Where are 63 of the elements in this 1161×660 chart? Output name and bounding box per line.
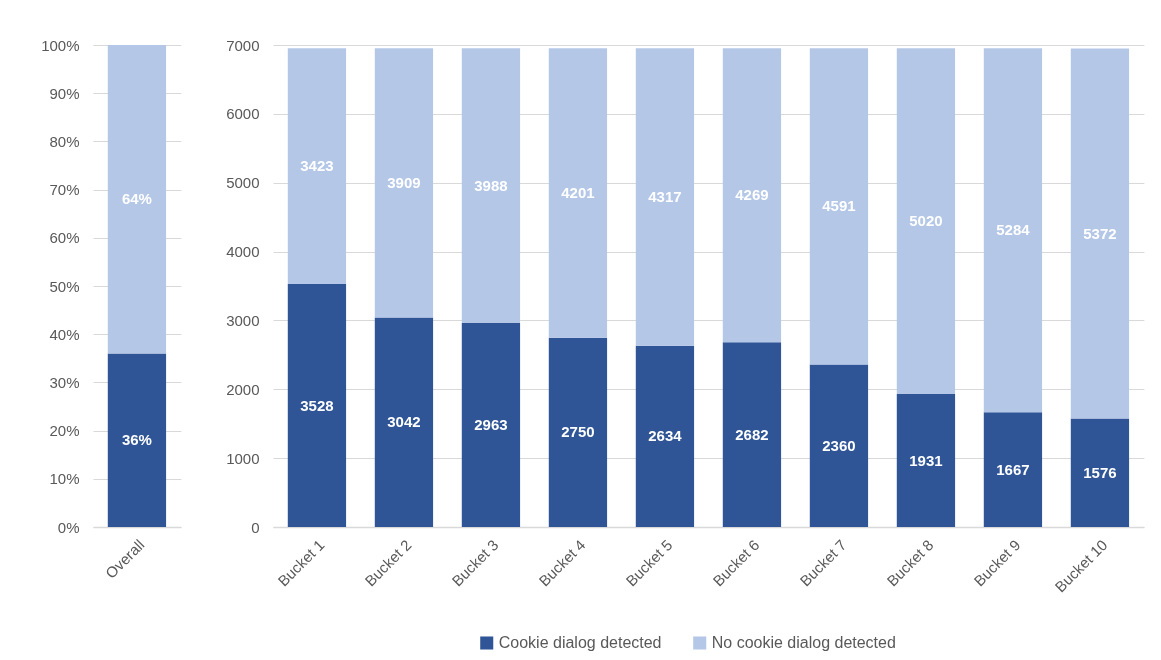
data-label: 36% [121,431,152,449]
bar [548,48,608,338]
y-tick-label: 100% [41,36,80,54]
y-tick-label: 6000 [226,105,260,123]
data-label: 5372 [1083,224,1117,242]
y-tick-label: 10% [49,470,80,488]
bar [809,364,869,527]
data-label: 2634 [648,427,683,445]
bar [1070,418,1130,527]
y-tick-label: 50% [49,277,80,295]
y-tick-label: 90% [49,84,80,102]
bar [896,48,956,395]
data-label: 4201 [561,184,595,202]
data-label: 2750 [561,423,595,441]
y-tick-label: 60% [49,229,80,247]
data-label: 3528 [300,396,334,414]
bar [374,317,434,527]
data-label: 5284 [996,221,1031,239]
bar [983,412,1043,527]
y-tick-label: 0% [57,518,80,536]
data-label: 1667 [996,460,1030,478]
bar [461,48,521,323]
y-tick-label: 70% [49,181,80,199]
bar [548,337,608,527]
data-label: 4591 [822,197,856,215]
data-label: 1576 [1083,463,1117,481]
bar [635,345,695,527]
y-tick-label: 0 [251,518,260,536]
bar [287,48,347,285]
data-label: 64% [121,190,152,208]
data-label: 2682 [735,425,769,443]
bar [809,48,869,365]
data-label: 3042 [387,413,421,431]
data-label: 3423 [300,157,334,175]
bar [461,322,521,527]
data-label: 3988 [474,176,508,194]
bar [896,394,956,527]
data-label: 4269 [735,186,769,204]
y-tick-label: 40% [49,325,80,343]
y-tick-label: 80% [49,132,80,150]
y-tick-label: 30% [49,373,80,391]
bar [722,342,782,527]
y-tick-label: 5000 [226,174,260,192]
y-tick-label: 7000 [226,36,260,54]
bar [1070,48,1130,419]
y-tick-label: 20% [49,422,80,440]
bar [287,284,347,527]
bar [722,48,782,343]
data-label: 5020 [909,212,943,230]
bar [374,48,434,318]
bar [983,48,1043,413]
data-label: 2963 [474,415,508,433]
data-label: 3909 [387,173,421,191]
y-tick-label: 2000 [226,380,260,398]
y-tick-label: 4000 [226,243,260,261]
y-tick-label: 3000 [226,311,260,329]
data-label: 2360 [822,436,856,454]
legend-label: No cookie dialog detected [711,634,896,651]
legend-label: Cookie dialog detected [498,634,662,651]
bar [635,48,695,346]
data-label: 4317 [648,188,682,205]
data-label: 1931 [909,451,943,469]
y-tick-label: 1000 [226,449,260,467]
